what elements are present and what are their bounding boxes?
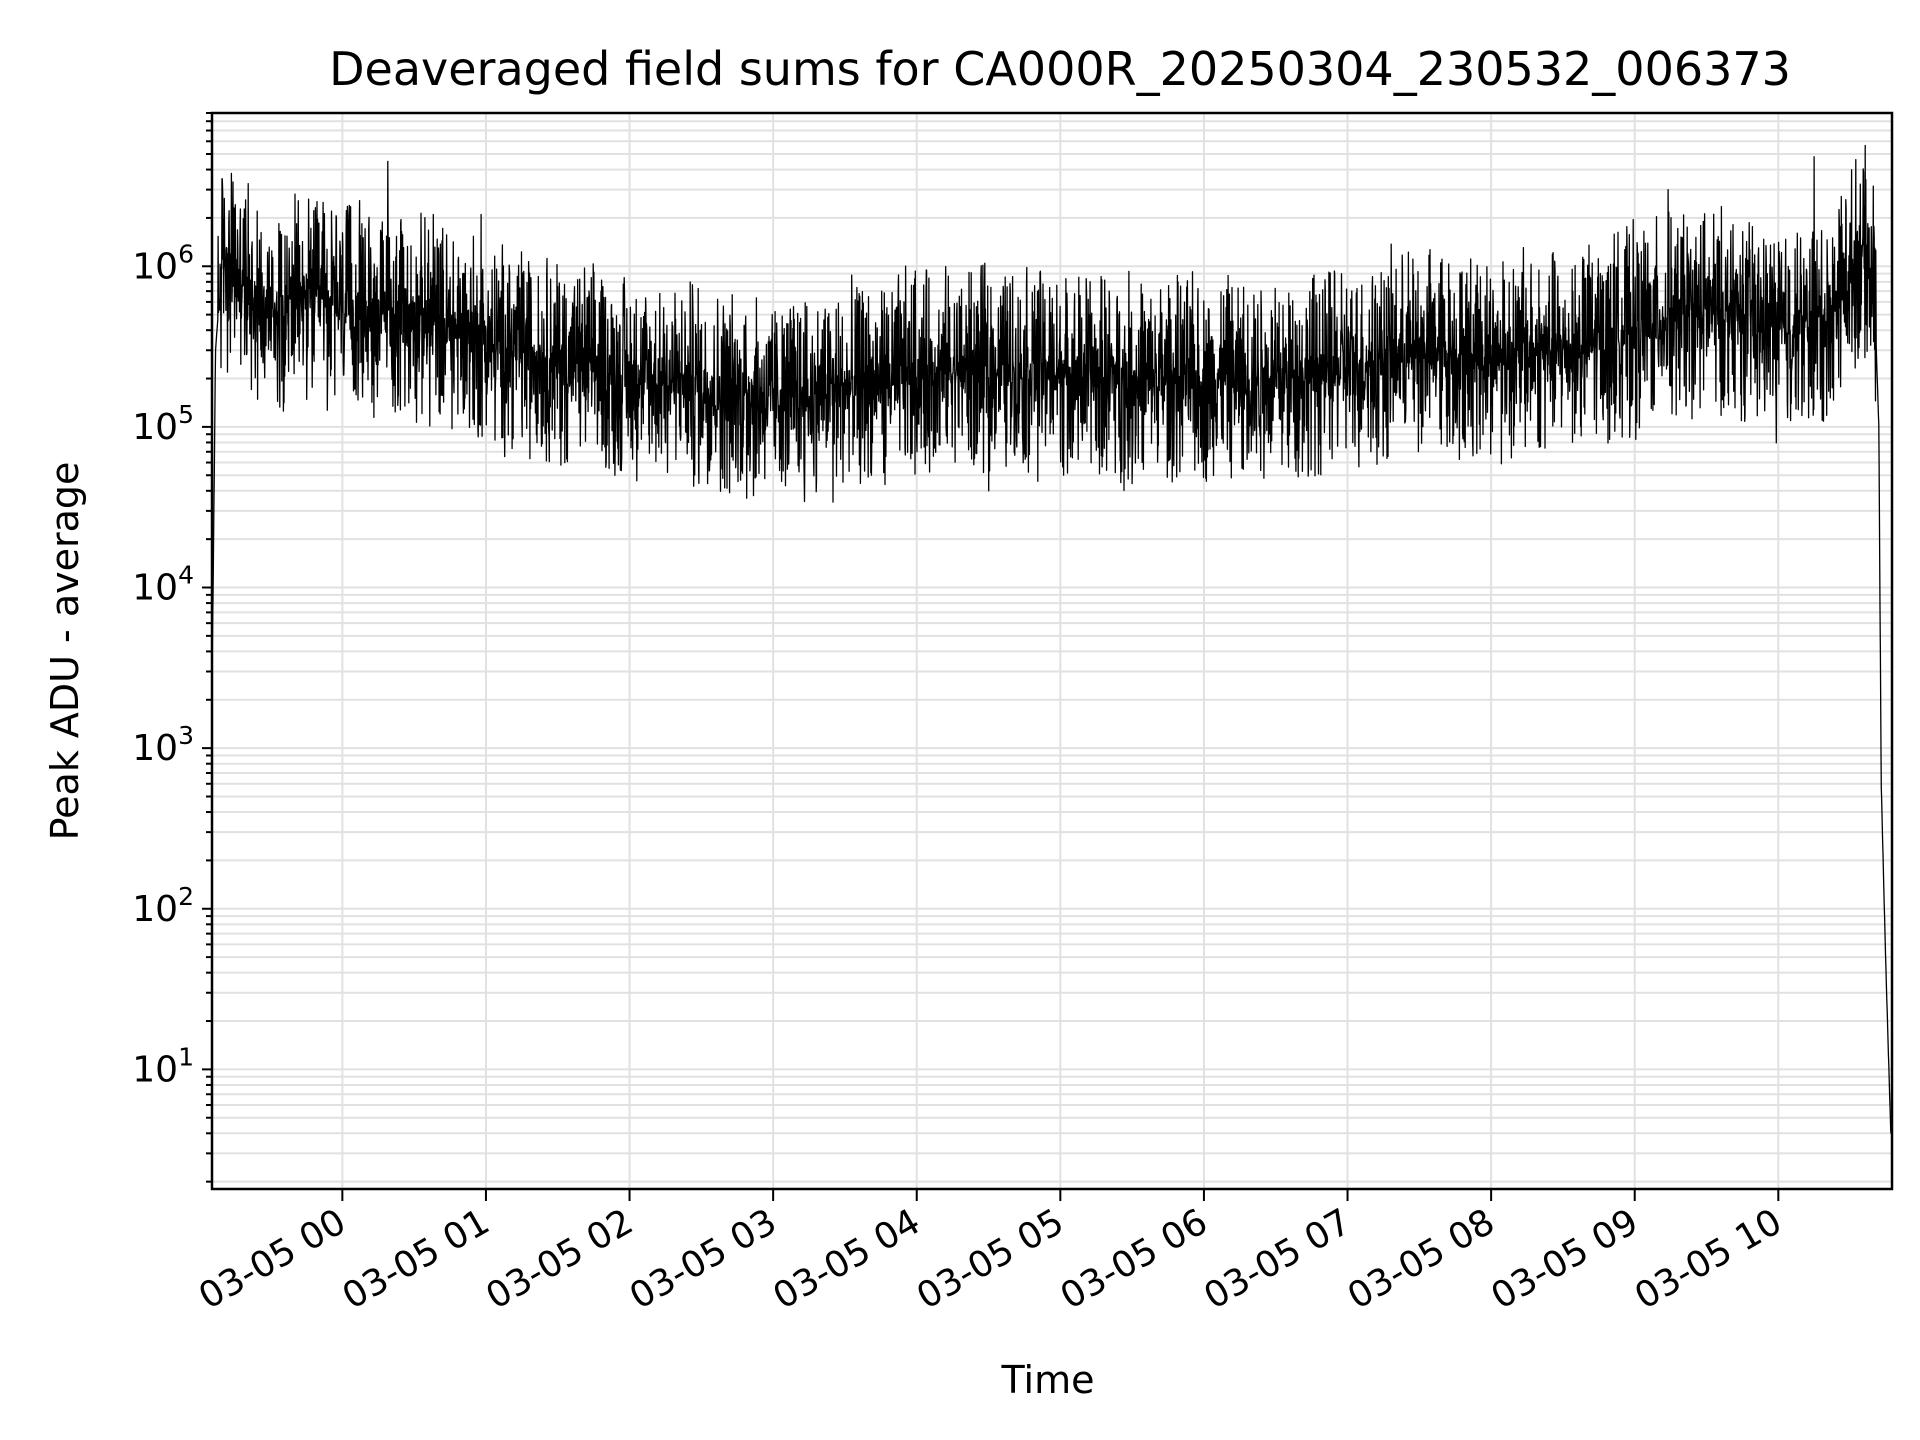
chart-title: Deaveraged field sums for CA000R_2025030… [329, 42, 1791, 96]
x-tick-label: 03-05 00 [192, 1201, 353, 1317]
x-tick-label: 03-05 06 [1054, 1201, 1215, 1317]
x-tick-label: 03-05 07 [1197, 1201, 1358, 1317]
data-series-line [211, 144, 1893, 1134]
y-tick-label: 103 [132, 721, 194, 769]
x-tick-label: 03-05 10 [1628, 1201, 1789, 1317]
x-axis-label: Time [1001, 1358, 1095, 1402]
x-tick-label: 03-05 05 [910, 1201, 1071, 1317]
y-tick-label: 106 [132, 239, 194, 287]
y-axis-label: Peak ADU - average [43, 462, 87, 841]
x-tick-label: 03-05 08 [1341, 1201, 1502, 1317]
y-tick-label: 104 [132, 561, 194, 609]
series-layer [211, 144, 1893, 1134]
x-tick-label: 03-05 02 [479, 1201, 640, 1317]
y-tick-label: 101 [132, 1042, 194, 1090]
x-tick-label: 03-05 03 [623, 1201, 784, 1317]
y-tick-label: 105 [132, 400, 194, 448]
x-tick-label: 03-05 01 [336, 1201, 497, 1317]
y-tick-label: 102 [132, 882, 194, 930]
x-tick-label: 03-05 09 [1485, 1201, 1646, 1317]
y-axis: 101 102 103 104 105 106 [132, 112, 212, 1183]
x-tick-label: 03-05 04 [767, 1201, 928, 1317]
